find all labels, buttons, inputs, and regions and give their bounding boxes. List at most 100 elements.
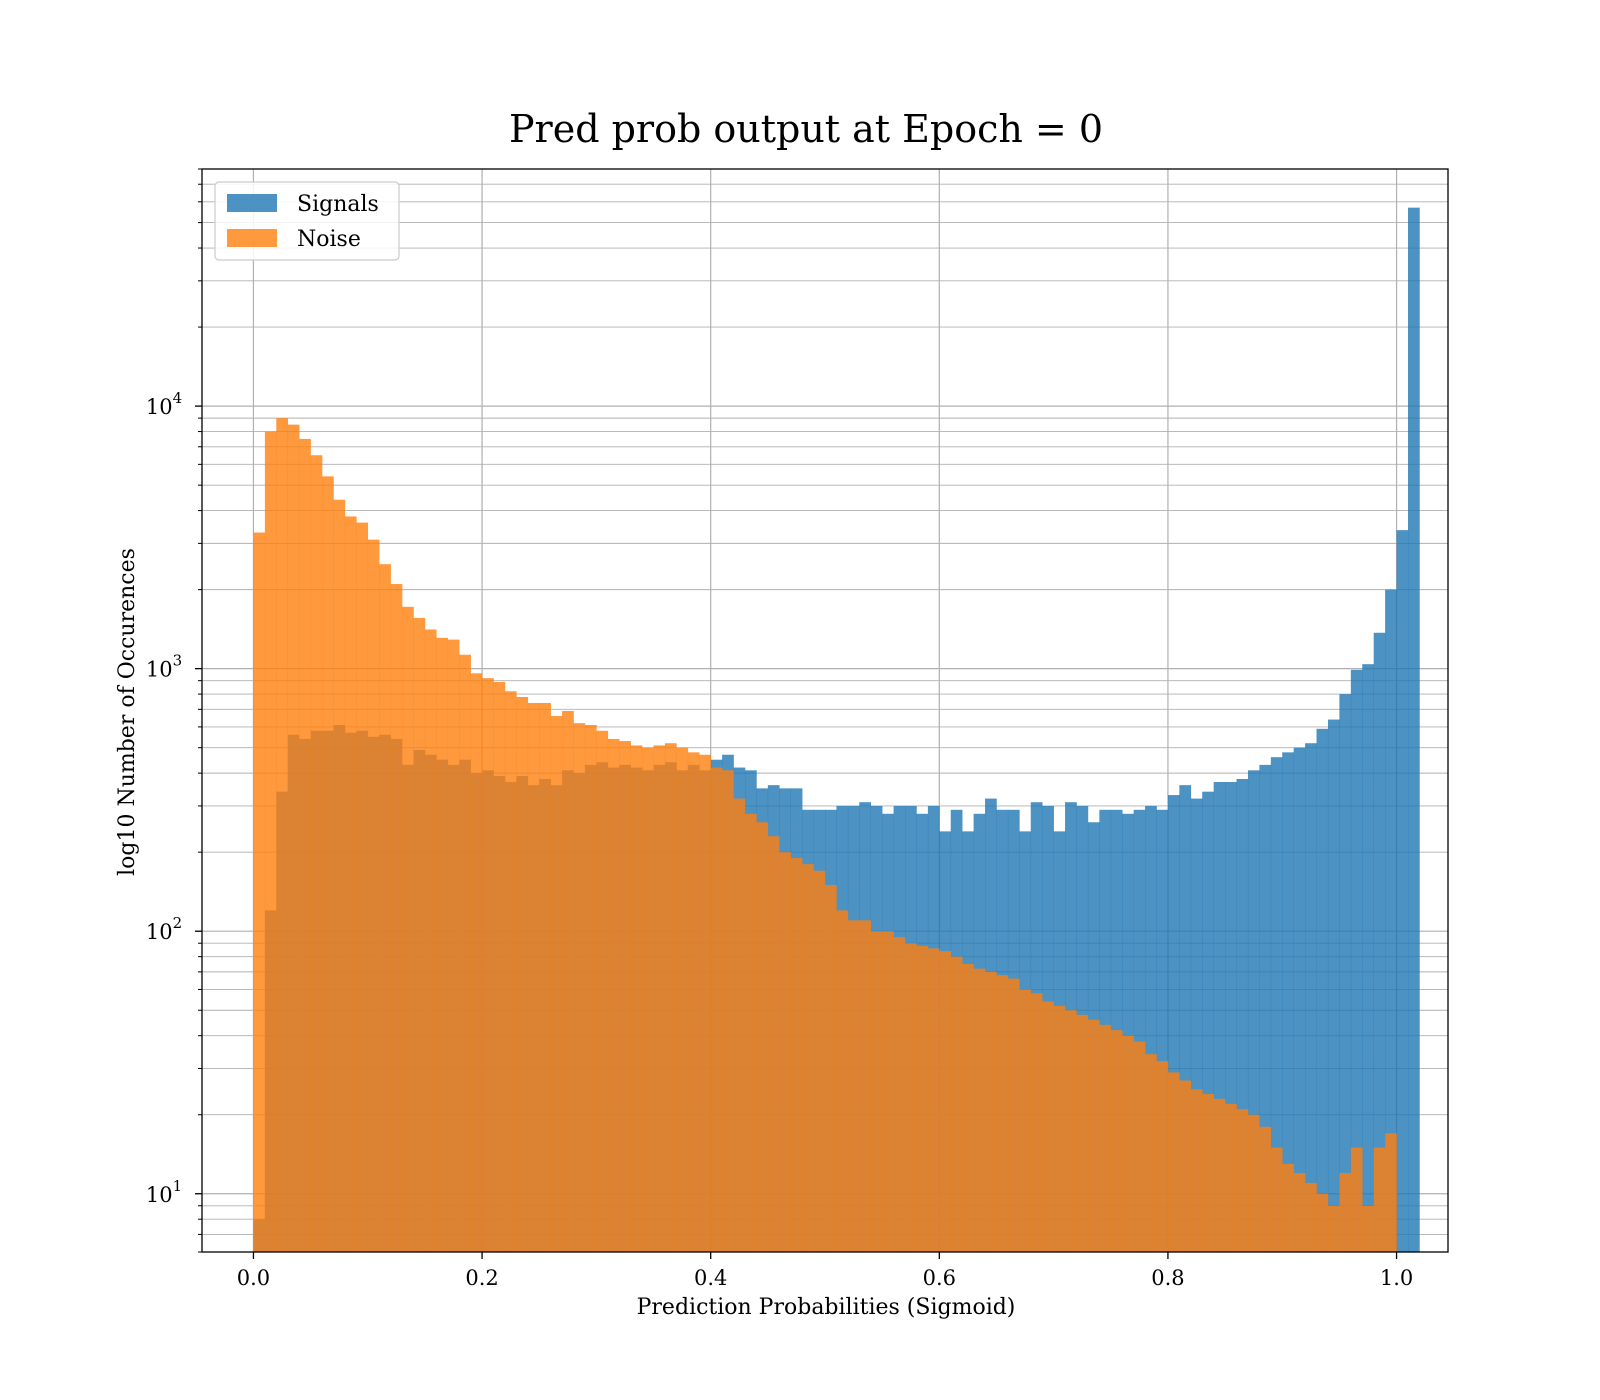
bar-noise [1247,1114,1260,1252]
bar-signals [1145,805,1157,1252]
bar-noise [722,770,734,1252]
bar-noise [562,710,574,1252]
bar-noise [1110,1030,1123,1252]
bar-noise [1362,1205,1374,1252]
bar-noise [802,864,814,1252]
bar-noise [973,968,986,1252]
bar-noise [756,822,769,1252]
bar-noise [1293,1172,1306,1252]
bar-noise [264,431,277,1253]
bar-signals [1122,813,1134,1252]
bar-noise [1179,1080,1192,1252]
bar-signals [1385,589,1397,1252]
y-tick-label: 102 [146,914,182,944]
bar-noise [299,438,311,1252]
bar-noise [504,691,517,1252]
bar-noise [687,752,700,1252]
bar-noise [596,730,609,1252]
bar-noise [744,813,757,1252]
bar-noise [630,745,643,1252]
bar-noise [367,539,380,1252]
bar-noise [1156,1061,1169,1252]
bar-signals [1293,747,1306,1252]
bar-signals [1270,757,1283,1252]
bar-noise [379,564,391,1252]
bar-noise [356,522,369,1252]
bar-noise [402,606,414,1252]
x-tick-label: 0.4 [694,1266,727,1290]
bar-noise [1065,1010,1077,1252]
bar-noise [790,858,803,1252]
bar-signals [1316,728,1329,1252]
bar-noise [413,617,426,1252]
legend-swatch-noise [227,229,277,247]
bar-signals [1133,809,1146,1252]
bar-noise [1316,1193,1329,1252]
bar-noise [1259,1126,1272,1252]
bar-signals [1339,694,1352,1252]
bar-signals [1247,770,1260,1252]
bar-noise [527,702,540,1252]
bar-signals [1225,782,1237,1252]
bar-noise [619,741,631,1252]
bar-noise [1373,1147,1386,1252]
y-tick-label: 103 [146,652,182,682]
bar-noise [836,910,849,1252]
legend-label-signals: Signals [297,192,379,217]
bar-noise [1122,1035,1134,1252]
plot-frame [201,168,1449,1253]
bar-noise [1270,1147,1283,1252]
bar-noise [767,836,780,1252]
bar-noise [996,975,1009,1252]
bar-signals [1305,743,1317,1252]
bar-noise [1190,1089,1203,1252]
bar-signals [1407,207,1420,1252]
y-tick-label: 101 [146,1177,182,1207]
bar-signals [1213,782,1226,1252]
bar-noise [1167,1072,1180,1252]
bar-noise [1236,1109,1249,1252]
bar-signals [1202,791,1214,1252]
bar-signals [1282,752,1294,1252]
legend-swatch-signals [227,194,277,212]
bar-noise [344,516,357,1252]
bar-noise [1339,1172,1352,1252]
bar-noise [1007,978,1020,1252]
bar-noise [1030,993,1043,1252]
bar-noise [539,702,551,1252]
bar-noise [870,931,883,1252]
bar-signals [1396,530,1409,1252]
bar-noise [1053,1005,1066,1252]
bar-signals [1156,809,1169,1252]
bar-noise [1385,1133,1397,1252]
x-axis-label: Prediction Probabilities (Sigmoid) [637,1295,1016,1320]
bar-noise [653,745,666,1252]
bar-noise [516,696,529,1252]
y-tick-label: 104 [146,389,182,419]
series-noise [253,418,1397,1253]
bar-noise [550,716,563,1252]
bar-noise [390,584,403,1252]
bar-noise [1327,1205,1340,1252]
bar-noise [1350,1147,1363,1252]
bar-signals [1373,632,1386,1252]
bar-noise [607,738,620,1252]
bar-noise [1225,1103,1237,1252]
bar-noise [893,937,906,1252]
x-tick-label: 0.0 [237,1266,270,1290]
bar-noise [939,951,952,1252]
bar-noise [287,424,300,1252]
x-tick-label: 1.0 [1380,1266,1413,1290]
legend-label-noise: Noise [297,227,361,252]
x-tick-label: 0.8 [1151,1266,1184,1290]
x-axis-ticks: 0.0 0.2 0.4 0.6 0.8 1.0 [237,1252,1413,1290]
bar-noise [779,852,792,1252]
bar-signals [1179,785,1192,1252]
bar-noise [1019,989,1032,1252]
x-tick-label: 0.2 [465,1266,498,1290]
bar-signals [1236,778,1249,1252]
bar-noise [1202,1093,1214,1252]
bar-noise [482,678,494,1252]
y-axis-ticks: 101 102 103 104 [146,168,202,1253]
